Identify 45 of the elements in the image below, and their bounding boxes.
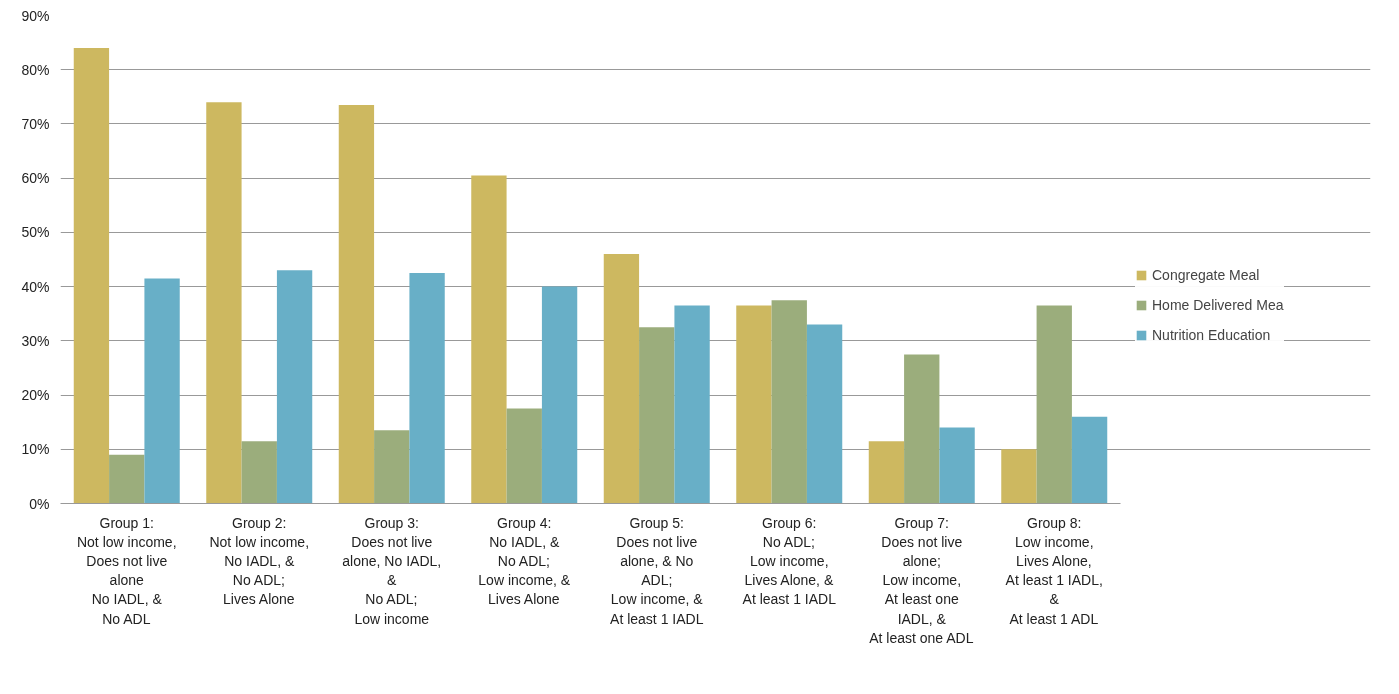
y-tick-label: 50%	[21, 224, 50, 241]
bar	[374, 430, 410, 504]
bar	[1001, 449, 1037, 504]
bar	[1036, 305, 1072, 504]
bar	[904, 354, 940, 504]
bar	[506, 408, 542, 504]
bar	[736, 305, 772, 504]
y-tick-label: 60%	[21, 170, 50, 187]
legend-label: Nutrition Education	[1152, 327, 1271, 343]
bar	[603, 254, 640, 504]
bar	[806, 324, 843, 504]
y-tick-label: 0%	[29, 495, 50, 512]
bar	[409, 273, 445, 504]
legend-label: Congregate Meal	[1152, 267, 1260, 283]
bar	[939, 427, 975, 504]
x-tick-label: Group 1: Not low income, Does not live alone No IADL, & No ADL	[76, 514, 177, 627]
bar	[276, 270, 313, 504]
y-tick-label: 70%	[21, 115, 50, 132]
y-tick-label: 20%	[21, 387, 50, 404]
x-tick-label: Group 7: Does not live alone; Low income, At least one IADL, & At least one ADL	[869, 514, 974, 646]
bar	[144, 278, 180, 504]
bar	[868, 441, 905, 504]
legend-label: Home Delivered Mea	[1152, 297, 1284, 313]
y-tick-label: 10%	[21, 441, 50, 458]
x-tick-label: Group 4: No IADL, & No ADL; Low income, & Lives Alone	[478, 514, 571, 608]
bar	[206, 102, 242, 504]
x-tick-label: Group 6: No ADL; Low income, Lives Alone, & At least 1 IADL	[742, 514, 837, 608]
bar	[771, 300, 807, 504]
bar	[541, 286, 578, 504]
y-tick-label: 30%	[21, 332, 50, 349]
bar	[73, 48, 110, 504]
x-tick-label: Group 8: Low income, Lives Alone, At least 1 IADL, & At least 1 ADL	[1005, 514, 1103, 627]
bar	[1071, 416, 1108, 504]
y-tick-label: 40%	[21, 278, 50, 295]
bar	[471, 175, 507, 504]
y-tick-label: 80%	[21, 61, 50, 78]
bar	[674, 305, 710, 504]
bar	[639, 327, 675, 504]
x-tick-label: Group 2: Not low income, No IADL, & No ADL; Lives Alone	[209, 514, 310, 608]
x-tick-label: Group 3: Does not live alone, No IADL, & No ADL; Low income	[342, 514, 442, 627]
x-tick-label: Group 5: Does not live alone, & No ADL; Low income, & At least 1 IADL	[610, 514, 704, 627]
bar	[338, 104, 375, 504]
y-tick-label: 90%	[21, 7, 50, 24]
bar	[241, 441, 277, 504]
bar	[109, 454, 145, 504]
